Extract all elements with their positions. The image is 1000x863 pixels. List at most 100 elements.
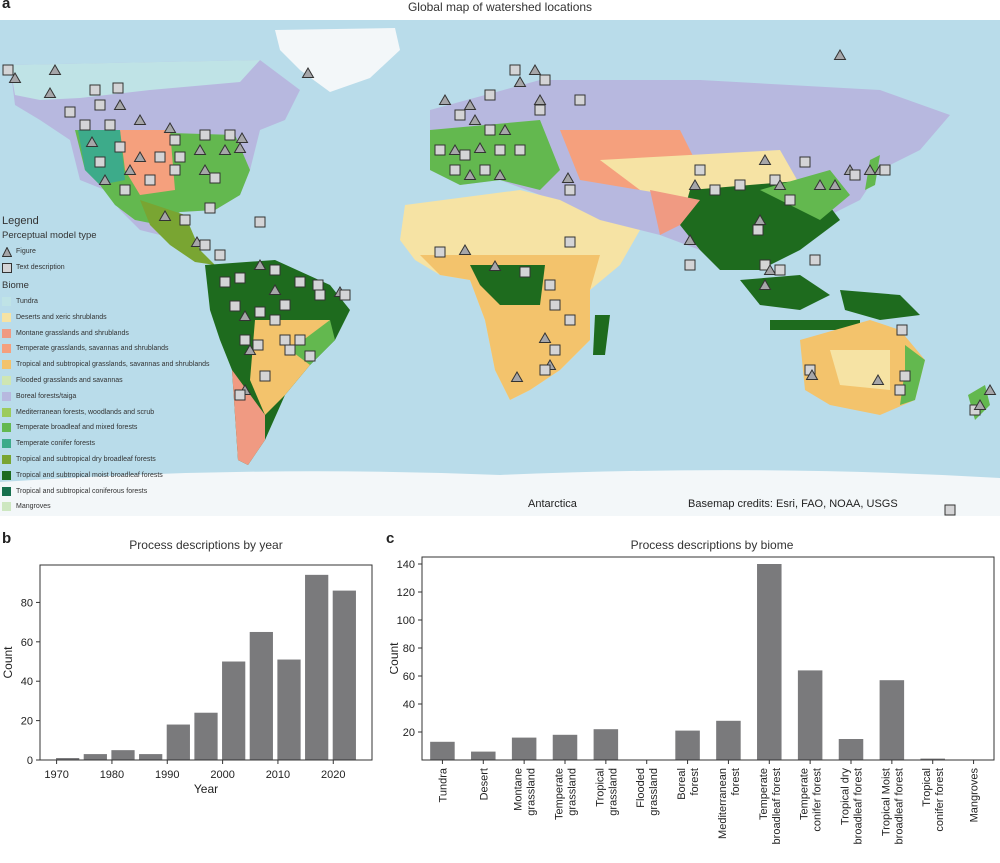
site-triangle-marker [438,94,452,105]
site-triangle-marker [468,114,482,125]
site-square-marker [304,350,316,362]
bar [552,734,578,760]
site-triangle-marker [871,374,885,385]
site-triangle-marker [813,179,827,190]
x-tick-label: grassland [648,768,660,816]
site-square-marker [534,104,546,116]
site-triangle-marker [253,259,267,270]
site-triangle-marker [498,124,512,135]
site-triangle-marker [158,210,172,221]
site-square-marker [809,254,821,266]
site-square-marker [112,82,124,94]
site-square-marker [199,129,211,141]
site-triangle-marker [463,169,477,180]
site-triangle-marker [805,369,819,380]
site-square-marker [312,279,324,291]
biome-swatch [2,375,11,385]
x-tick-label: Flooded [635,768,647,808]
bar [111,750,135,760]
x-tick-label: forest [730,768,742,796]
site-triangle-marker [458,244,472,255]
site-triangle-marker [688,179,702,190]
site-square-marker [94,156,106,168]
site-triangle-marker [983,384,997,395]
site-triangle-marker [448,144,462,155]
bar [430,741,455,760]
site-square-marker [224,129,236,141]
legend-item-biome: Tundra [2,294,252,310]
site-square-marker [104,119,116,131]
bar [166,724,190,760]
bar [511,737,537,760]
legend-item-figure: Figure [2,244,252,260]
africa [400,190,640,400]
x-tick-label: broadleaf forest [893,768,905,844]
y-tick-label: 20 [21,716,33,728]
bar [757,564,782,760]
y-tick-label: 80 [21,597,33,609]
x-tick-label: grassland [607,768,619,816]
y-tick-label: 20 [403,727,415,739]
site-square-marker [144,174,156,186]
site-square-marker [279,334,291,346]
site-square-marker [549,344,561,356]
site-square-marker [114,141,126,153]
x-axis-label: Year [194,782,218,796]
x-tick-label: 2000 [210,769,234,781]
north-america [10,60,300,265]
site-square-marker [799,156,811,168]
legend-item-biome: Tropical and subtropical grasslands, sav… [2,357,252,373]
site-square-marker [784,194,796,206]
site-triangle-marker [773,179,787,190]
site-square-marker [229,300,241,312]
site-square-marker [169,164,181,176]
site-triangle-marker [758,279,772,290]
biome-swatch [2,360,11,370]
site-triangle-marker [123,164,137,175]
y-axis-label: Count [1,646,15,679]
legend-item-biome: Boreal forests/taiga [2,388,252,404]
year-chart-title: Process descriptions by year [129,538,283,552]
antarctica-landmass [0,470,1000,516]
biome-swatch [2,407,11,417]
site-square-marker [94,99,106,111]
legend-model-type-title: Perceptual model type [2,230,97,241]
x-tick-label: 1990 [155,769,179,781]
site-square-marker [564,314,576,326]
site-square-marker [539,74,551,86]
x-tick-label: Mediterranean [717,768,729,839]
y-tick-label: 0 [27,755,33,767]
site-square-marker [214,249,226,261]
x-tick-label: Temperate [799,768,811,820]
site-square-marker [234,389,246,401]
bar [716,720,741,760]
site-square-marker [314,289,326,301]
site-triangle-marker [510,371,524,382]
site-triangle-marker [473,142,487,153]
x-tick-label: Tropical dry [840,768,852,826]
site-triangle-marker [863,164,877,175]
x-tick-label: conifer forest [934,768,946,832]
site-square-marker [564,184,576,196]
site-square-marker [154,151,166,163]
x-tick-label: Tropical [921,768,933,807]
site-square-marker [549,299,561,311]
x-tick-label: Tropical Moist [880,768,892,836]
site-triangle-marker [513,76,527,87]
site-triangle-marker [561,172,575,183]
legend-label: Boreal forests/taiga [16,392,77,400]
biome-swatch [2,454,11,464]
site-square-marker [434,144,446,156]
biome-swatch [2,344,11,354]
biome-swatch [2,423,11,433]
site-square-marker [434,246,446,258]
site-square-marker [734,179,746,191]
site-square-marker [269,314,281,326]
legend-item-biome: Deserts and xeric shrublands [2,309,252,325]
site-square-marker [234,272,246,284]
site-square-marker [64,106,76,118]
site-square-marker [894,384,906,396]
x-tick-label: Temperate [554,768,566,820]
legend-label: Mangroves [16,503,51,511]
legend-label: Text description [16,264,65,272]
